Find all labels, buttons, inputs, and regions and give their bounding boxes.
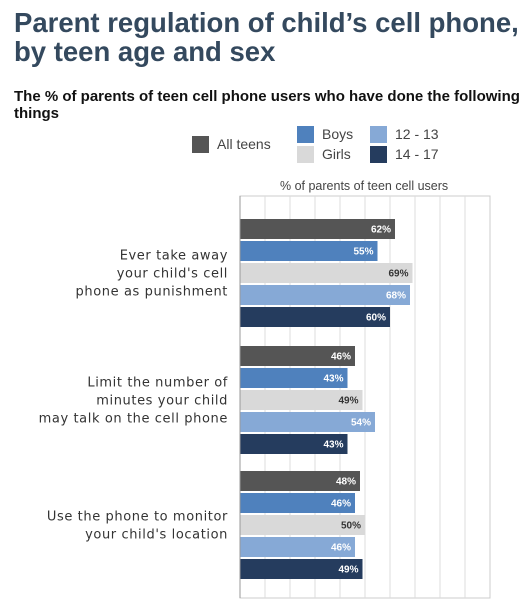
bar-1-4 <box>240 285 410 305</box>
bar-1-2 <box>240 241 378 261</box>
chart-title: Parent regulation of child’s cell phone,… <box>14 7 519 67</box>
category-label-line: your child's cell <box>117 267 228 282</box>
bar-value-label: 68% <box>386 291 406 302</box>
category-label-line: Limit the number of <box>87 376 228 391</box>
bar-value-label: 54% <box>351 418 371 429</box>
category-label-line: phone as punishment <box>76 285 228 300</box>
bar-value-label: 46% <box>331 499 351 510</box>
bar-value-label: 48% <box>336 477 356 488</box>
category-label-line: Use the phone to monitor <box>47 510 228 525</box>
chart-subtitle: The % of parents of teen cell phone user… <box>14 88 520 122</box>
category-label-line: minutes your child <box>96 394 228 409</box>
legend-swatch-14-17 <box>370 146 387 163</box>
bar-value-label: 49% <box>338 396 358 407</box>
bar-value-label: 55% <box>353 247 373 258</box>
category-label-line: may talk on the cell phone <box>39 412 228 427</box>
legend-label-girls: Girls <box>322 146 351 162</box>
x-axis-label: % of parents of teen cell users <box>280 179 449 193</box>
legend-swatch-12-13 <box>370 126 387 143</box>
bar-3-5 <box>240 559 363 579</box>
legend-swatch-boys <box>297 126 314 143</box>
category-label-2: Limit the number of minutes your child may… <box>39 376 228 427</box>
legend-label-boys: Boys <box>322 126 354 142</box>
bar-3-1 <box>240 471 360 491</box>
bar-value-label: 43% <box>323 440 343 451</box>
bar-2-5 <box>240 434 348 454</box>
legend-label-all-teens: All teens <box>217 136 271 152</box>
legend-swatch-all-teens <box>192 136 209 153</box>
bar-3-4 <box>240 537 355 557</box>
category-label-3: Use the phone to monitor your child's loc… <box>47 510 228 543</box>
bar-1-5 <box>240 307 390 327</box>
bar-value-label: 46% <box>331 543 351 554</box>
bar-1-3 <box>240 263 413 283</box>
bar-value-label: 50% <box>341 521 361 532</box>
legend-label-12-13: 12 - 13 <box>395 126 439 142</box>
category-label-line: your child's location <box>85 528 228 543</box>
bar-2-2 <box>240 368 348 388</box>
bar-value-label: 60% <box>366 313 386 324</box>
legend-swatch-girls <box>297 146 314 163</box>
bar-value-label: 43% <box>323 374 343 385</box>
bar-3-3 <box>240 515 365 535</box>
bar-3-2 <box>240 493 355 513</box>
bar-1-1 <box>240 219 395 239</box>
bar-2-1 <box>240 346 355 366</box>
legend-label-14-17: 14 - 17 <box>395 146 439 162</box>
bar-value-label: 62% <box>371 225 391 236</box>
bar-value-label: 49% <box>338 565 358 576</box>
bar-value-label: 46% <box>331 352 351 363</box>
bar-2-4 <box>240 412 375 432</box>
bar-value-label: 69% <box>388 269 408 280</box>
bar-2-3 <box>240 390 363 410</box>
category-label-line: Ever take away <box>120 249 228 264</box>
category-label-1: Ever take away your child's cell phone as … <box>76 249 228 300</box>
